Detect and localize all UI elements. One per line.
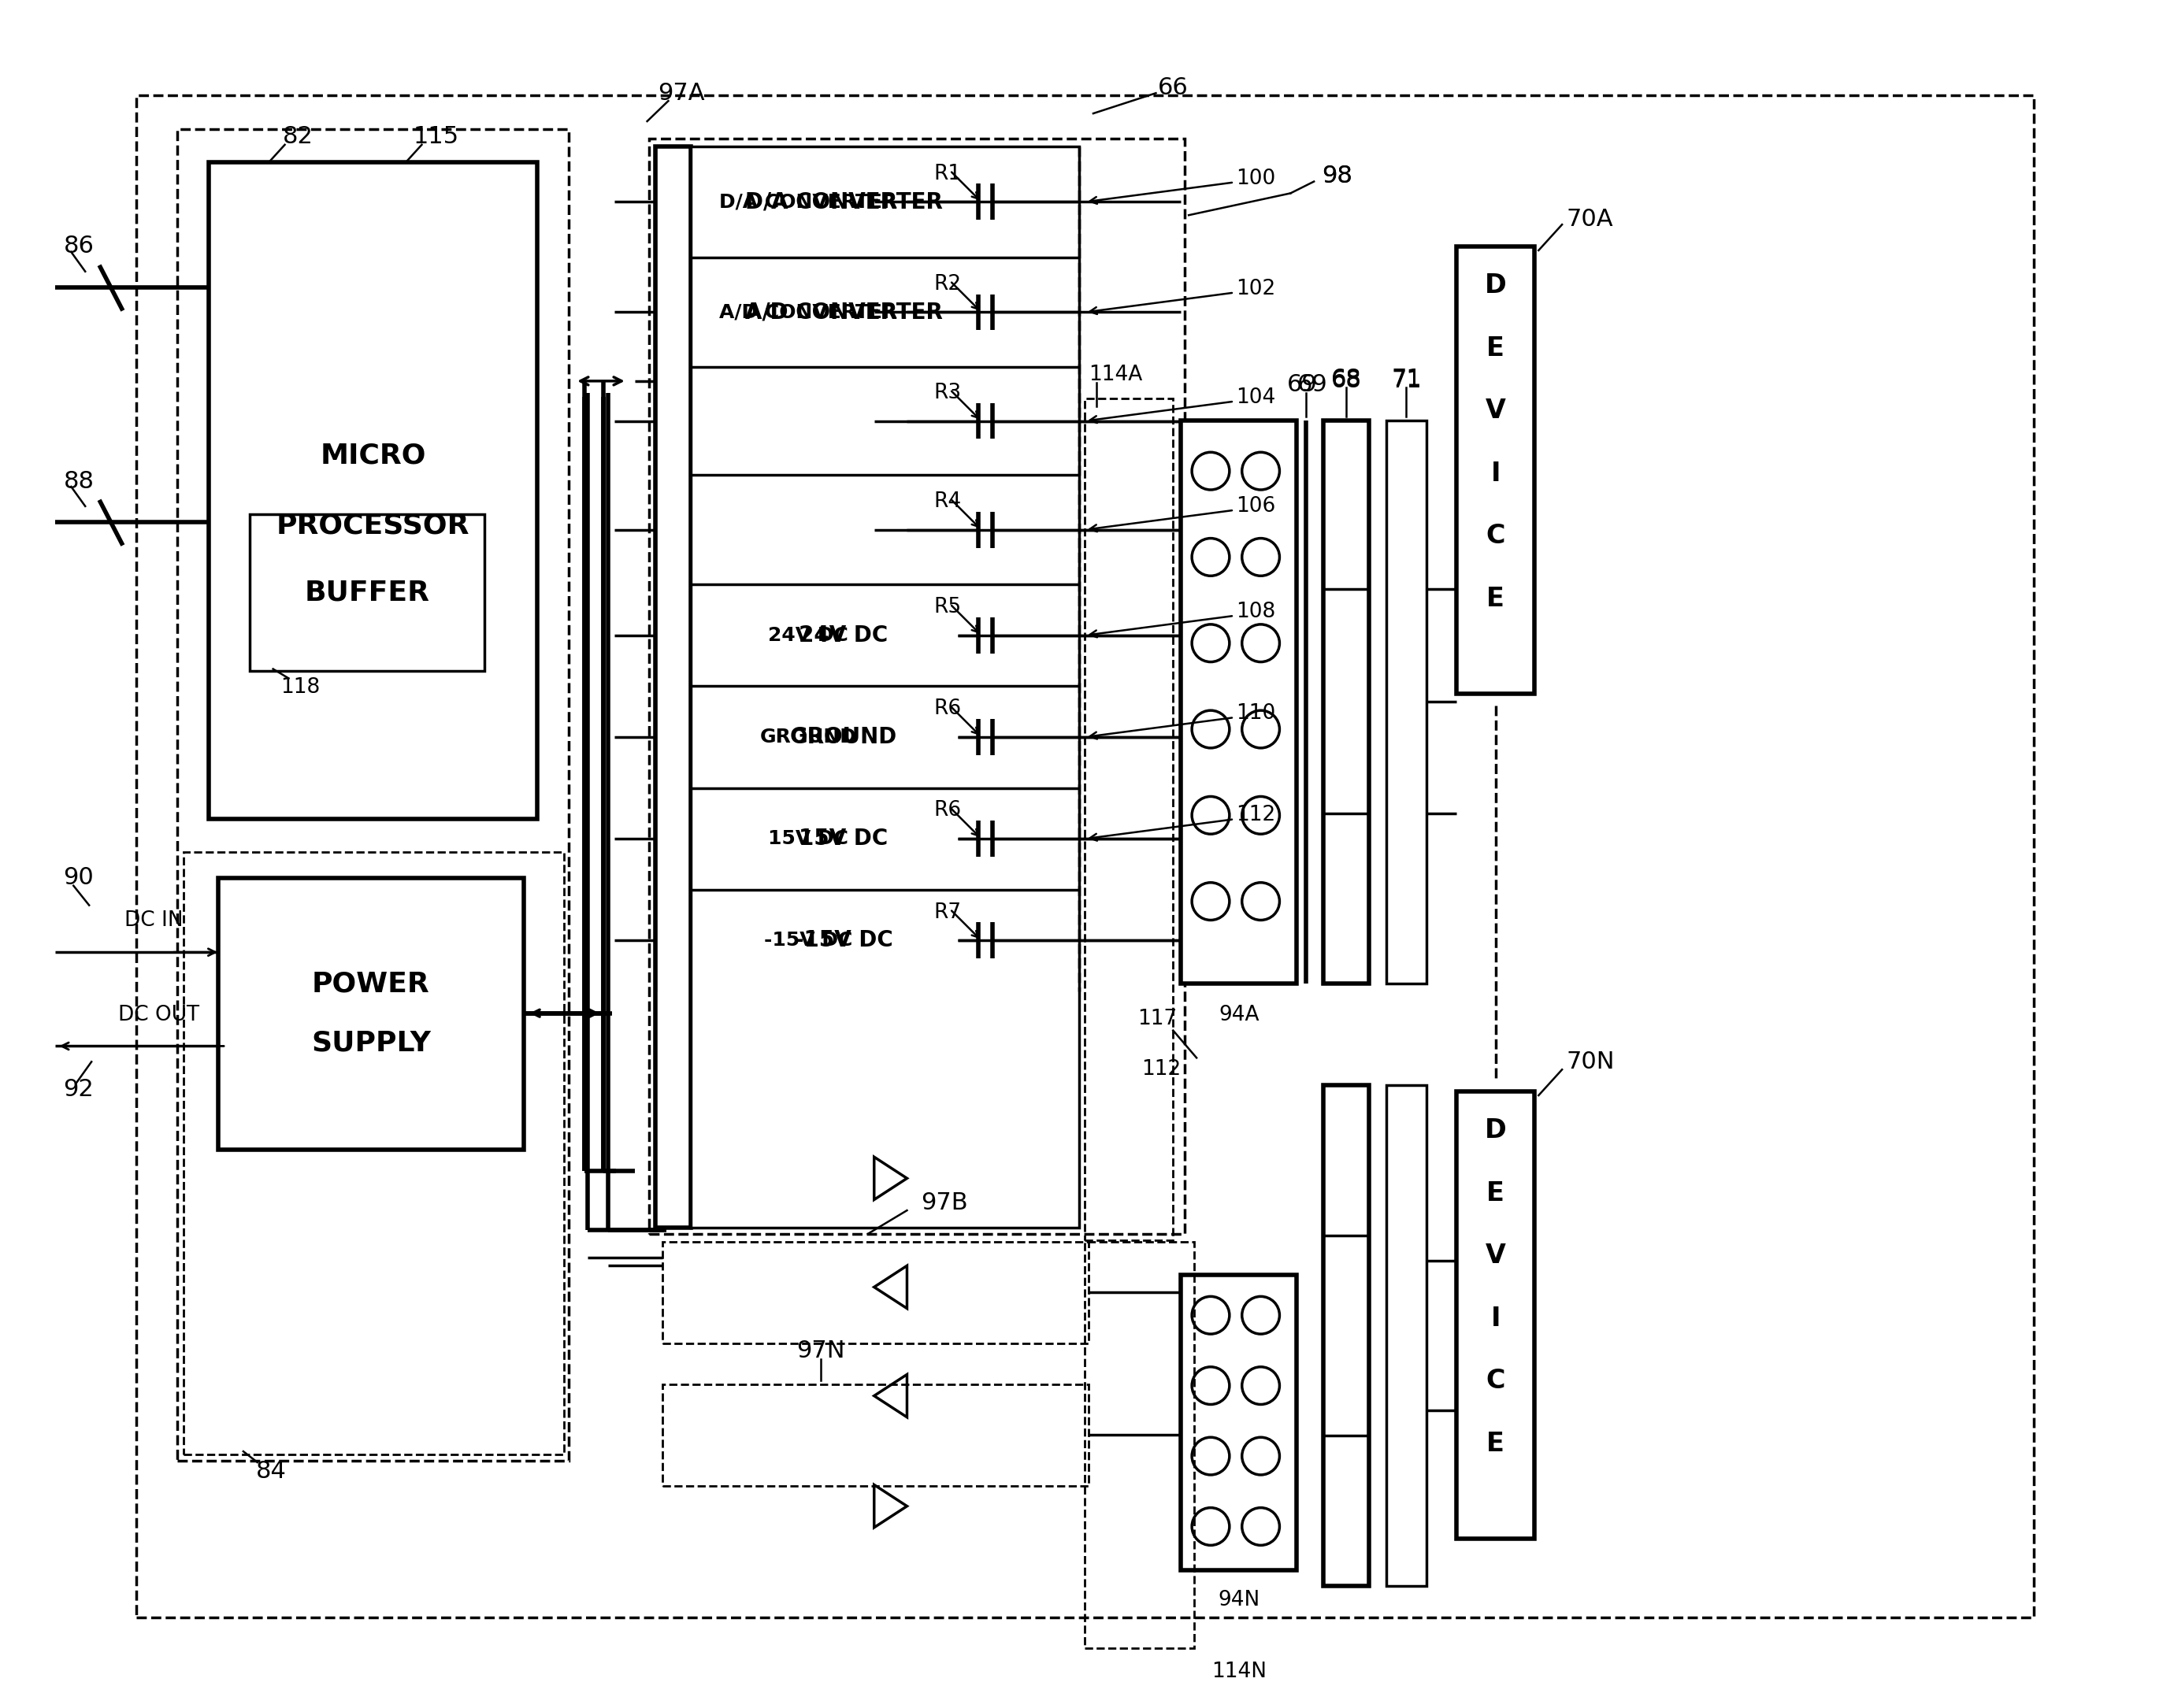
- Text: 15V DC: 15V DC: [767, 830, 848, 849]
- Bar: [1085, 398, 1174, 1240]
- Text: 24V DC: 24V DC: [800, 625, 889, 646]
- Text: 94A: 94A: [1220, 1004, 1259, 1025]
- Text: R1: R1: [935, 164, 961, 184]
- Text: I: I: [1491, 461, 1500, 487]
- Bar: [1457, 1091, 1535, 1539]
- Text: D: D: [1485, 273, 1507, 299]
- Text: -15V DC: -15V DC: [763, 931, 852, 950]
- Text: 112: 112: [1141, 1059, 1180, 1079]
- Text: 84: 84: [257, 1460, 287, 1483]
- Text: R4: R4: [935, 492, 961, 512]
- Text: E: E: [1487, 586, 1504, 611]
- Bar: [1085, 1242, 1194, 1648]
- Bar: [209, 162, 537, 820]
- Text: POWER: POWER: [311, 970, 430, 997]
- Text: R5: R5: [935, 596, 961, 617]
- Text: PROCESSOR: PROCESSOR: [276, 512, 470, 540]
- Text: 70N: 70N: [1565, 1050, 1615, 1073]
- Text: I: I: [1491, 1305, 1500, 1331]
- Bar: [663, 1383, 1089, 1486]
- Bar: [1457, 246, 1535, 693]
- Bar: [137, 96, 2035, 1617]
- Text: 88: 88: [63, 470, 93, 492]
- Text: 110: 110: [1235, 704, 1276, 724]
- Text: D/A CONVERTER: D/A CONVERTER: [746, 191, 941, 214]
- Text: 114A: 114A: [1089, 364, 1141, 384]
- Text: 98: 98: [1322, 164, 1352, 188]
- Text: E: E: [1487, 335, 1504, 360]
- Bar: [691, 147, 1078, 1228]
- Text: R7: R7: [935, 902, 961, 922]
- Text: C: C: [1485, 523, 1504, 548]
- Text: 97N: 97N: [796, 1339, 846, 1363]
- Text: GROUND: GROUND: [761, 728, 857, 746]
- Text: MICRO: MICRO: [320, 442, 426, 468]
- Bar: [1387, 1085, 1426, 1587]
- Text: 104: 104: [1235, 388, 1276, 408]
- Text: 68: 68: [1330, 369, 1361, 393]
- Text: 115: 115: [413, 125, 459, 149]
- Text: 66: 66: [1159, 77, 1189, 99]
- Text: 112: 112: [1235, 804, 1276, 825]
- Text: E: E: [1487, 1180, 1504, 1206]
- Text: A/D CONVERTER: A/D CONVERTER: [720, 302, 898, 321]
- Text: 118: 118: [280, 678, 320, 699]
- Bar: [185, 852, 565, 1455]
- Bar: [1324, 1085, 1370, 1587]
- Text: GROUND: GROUND: [789, 726, 898, 748]
- Text: DC OUT: DC OUT: [117, 1004, 200, 1025]
- Text: V: V: [1485, 398, 1507, 424]
- Text: 97B: 97B: [922, 1190, 967, 1214]
- Text: 98: 98: [1322, 164, 1352, 188]
- Text: 70A: 70A: [1565, 208, 1613, 231]
- Text: V: V: [1485, 1243, 1507, 1269]
- Text: R2: R2: [935, 273, 961, 294]
- Text: E: E: [1487, 1431, 1504, 1457]
- Text: 117: 117: [1137, 1008, 1178, 1028]
- Text: 92: 92: [63, 1078, 93, 1100]
- Text: 71: 71: [1391, 367, 1422, 391]
- Bar: [1324, 420, 1370, 984]
- Text: 94N: 94N: [1217, 1590, 1259, 1611]
- Text: 69: 69: [1287, 374, 1317, 396]
- Bar: [648, 138, 1185, 1233]
- Bar: [178, 130, 570, 1460]
- Bar: [663, 1242, 1089, 1344]
- Text: 69: 69: [1298, 374, 1328, 396]
- Text: R6: R6: [935, 699, 961, 719]
- Text: D/A CONVERTER: D/A CONVERTER: [720, 193, 898, 212]
- Text: A/D CONVERTER: A/D CONVERTER: [746, 301, 941, 323]
- Text: DC IN: DC IN: [124, 910, 183, 931]
- Text: 97A: 97A: [659, 82, 704, 104]
- Text: 106: 106: [1235, 495, 1276, 516]
- Text: -15V DC: -15V DC: [794, 929, 894, 951]
- Text: 82: 82: [283, 125, 313, 149]
- Text: BUFFER: BUFFER: [304, 579, 430, 606]
- Text: 108: 108: [1235, 601, 1276, 622]
- Text: 15V DC: 15V DC: [800, 828, 889, 851]
- Text: 114N: 114N: [1211, 1662, 1267, 1682]
- Bar: [1180, 1274, 1296, 1570]
- Text: 102: 102: [1235, 278, 1276, 299]
- Text: 24V DC: 24V DC: [767, 625, 848, 644]
- Text: R3: R3: [935, 383, 961, 403]
- Bar: [217, 878, 524, 1149]
- Text: 86: 86: [63, 236, 93, 258]
- Text: R6: R6: [935, 801, 961, 822]
- Text: 100: 100: [1235, 167, 1276, 188]
- Bar: [1180, 420, 1296, 984]
- Text: SUPPLY: SUPPLY: [311, 1030, 430, 1057]
- Bar: [654, 147, 691, 1228]
- Bar: [1387, 420, 1426, 984]
- Text: D: D: [1485, 1117, 1507, 1144]
- Text: C: C: [1485, 1368, 1504, 1394]
- Bar: [250, 514, 485, 671]
- Text: 68: 68: [1330, 367, 1361, 391]
- Text: 71: 71: [1391, 369, 1422, 393]
- Text: 90: 90: [63, 866, 93, 890]
